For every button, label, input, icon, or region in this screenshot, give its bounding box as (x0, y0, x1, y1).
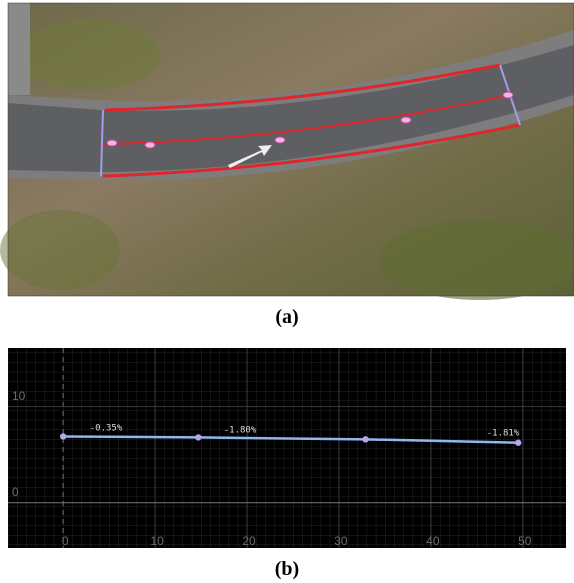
aerial-image (0, 0, 574, 300)
y-tick-label: 0 (12, 485, 19, 499)
caption: (a) (0, 306, 574, 329)
x-tick-label: 50 (518, 534, 532, 548)
grade-label: -1.80% (224, 426, 257, 436)
x-tick-label: 20 (242, 534, 256, 548)
vertex (515, 440, 521, 446)
structure (8, 3, 30, 95)
grass (0, 210, 120, 290)
control-point (401, 117, 411, 123)
vertex (195, 434, 201, 440)
profile-chart: 0 10 20 30 40 50 0 10 -0.35% -1.80% -1.81% (0, 340, 574, 555)
grass (20, 20, 160, 90)
grade-label: -1.81% (487, 429, 520, 439)
vertex (362, 436, 368, 442)
x-tick-label: 40 (426, 534, 440, 548)
x-tick-label: 30 (334, 534, 348, 548)
page: (a) 0 10 20 30 40 50 0 10 -0.35% -1.80% -1.81% (b)… (0, 0, 574, 583)
vertex (60, 433, 66, 439)
x-tick-label: 10 (150, 534, 164, 548)
control-point (503, 92, 513, 98)
caption: (b) (0, 558, 574, 581)
control-point (107, 140, 117, 146)
x-tick-label: 0 (62, 534, 69, 548)
grade-label: -0.35% (90, 424, 123, 434)
control-point (275, 137, 285, 143)
y-tick-label: 10 (12, 389, 26, 403)
minor-grid (8, 348, 566, 548)
control-point (145, 142, 155, 148)
grass (380, 220, 574, 300)
